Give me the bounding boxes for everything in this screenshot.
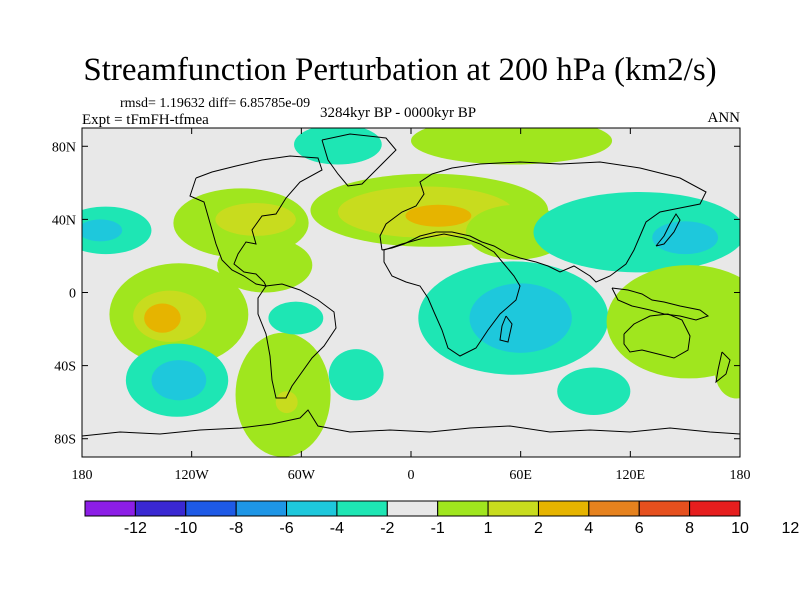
colorbar-label: -4 bbox=[330, 520, 344, 537]
anomaly-region-27 bbox=[714, 340, 740, 399]
anomaly-region-15 bbox=[294, 128, 382, 165]
x-tick-label: 60E bbox=[509, 468, 532, 483]
colorbar-swatch-3 bbox=[185, 500, 237, 517]
experiment-label: Expt = tFmFH-tfmea bbox=[82, 112, 209, 128]
colorbar-swatch-12 bbox=[638, 500, 691, 517]
y-tick-label: 40S bbox=[54, 360, 76, 375]
anomaly-region-5 bbox=[144, 303, 181, 333]
colorbar-label: 6 bbox=[635, 520, 644, 537]
y-tick-label: 80S bbox=[54, 433, 76, 448]
coastline-north-america bbox=[189, 155, 323, 287]
y-tick-label: 80N bbox=[52, 140, 76, 155]
anomaly-region-2 bbox=[82, 219, 123, 242]
colorbar-label: 4 bbox=[584, 520, 593, 537]
anomaly-region-14 bbox=[217, 237, 313, 293]
colorbar-label: -8 bbox=[229, 520, 243, 537]
season-label: ANN bbox=[707, 110, 741, 126]
anomaly-region-9 bbox=[275, 391, 298, 414]
anomaly-region-11 bbox=[328, 349, 384, 401]
colorbar-swatch-5 bbox=[286, 500, 338, 517]
chart-title: Streamfunction Perturbation at 200 hPa (… bbox=[83, 52, 717, 88]
colorbar-swatch-13 bbox=[689, 500, 741, 517]
colorbar-label: -2 bbox=[380, 520, 394, 537]
x-tick-label: 0 bbox=[408, 468, 415, 483]
colorbar-label: -12 bbox=[124, 520, 147, 537]
coastline-madagascar bbox=[499, 315, 513, 343]
colorbar-swatch-11 bbox=[588, 500, 640, 517]
anomaly-region-7 bbox=[151, 360, 207, 401]
anomaly-region-24 bbox=[652, 221, 719, 255]
x-tick-label: 180 bbox=[72, 468, 93, 483]
coastline-japan bbox=[655, 213, 681, 247]
stats-text: rmsd= 1.19632 diff= 6.85785e-09 bbox=[120, 96, 311, 111]
colorbar-swatch-10 bbox=[537, 500, 590, 517]
colorbar-label: -10 bbox=[174, 520, 197, 537]
y-tick-label: 0 bbox=[69, 287, 76, 302]
period-label: 3284kyr BP - 0000kyr BP bbox=[320, 105, 477, 121]
colorbar-swatch-4 bbox=[235, 500, 288, 517]
anomaly-region-10 bbox=[268, 301, 324, 335]
coastline-australia bbox=[623, 313, 691, 359]
coastline-greenland bbox=[321, 133, 397, 187]
coastline-south-america bbox=[257, 283, 337, 399]
colorbar-label: -1 bbox=[431, 520, 445, 537]
anomaly-region-19 bbox=[405, 204, 472, 227]
anomaly-region-26 bbox=[557, 367, 631, 415]
x-tick-label: 120W bbox=[175, 468, 210, 483]
anomaly-region-22 bbox=[469, 283, 572, 353]
colorbar-swatch-7 bbox=[386, 500, 439, 517]
colorbar-swatch-6 bbox=[336, 500, 388, 517]
coastline-maritime-continent bbox=[611, 287, 710, 321]
colorbar-swatch-2 bbox=[134, 500, 187, 517]
x-tick-label: 60W bbox=[288, 468, 316, 483]
coastline-antarctica bbox=[82, 409, 740, 437]
coastline-eurasia bbox=[379, 161, 707, 283]
coastline-africa bbox=[383, 233, 521, 357]
coastline-new-zealand bbox=[715, 351, 731, 384]
colorbar-swatch-9 bbox=[487, 500, 539, 517]
anomaly-region-25 bbox=[606, 265, 740, 379]
colorbar-label: 8 bbox=[685, 520, 694, 537]
y-tick-label: 40N bbox=[52, 213, 76, 228]
anomaly-region-13 bbox=[215, 202, 296, 236]
x-tick-label: 120E bbox=[616, 468, 646, 483]
colorbar-swatch-8 bbox=[437, 500, 489, 517]
colorbar-label: 10 bbox=[731, 520, 749, 537]
colorbar-label: 2 bbox=[534, 520, 543, 537]
colorbar-swatch-1 bbox=[84, 500, 136, 517]
colorbar-label: -6 bbox=[279, 520, 293, 537]
colorbar-label: 12 bbox=[781, 520, 799, 537]
x-tick-label: 180 bbox=[730, 468, 751, 483]
colorbar-label: 1 bbox=[484, 520, 493, 537]
anomaly-region-16 bbox=[411, 128, 613, 165]
